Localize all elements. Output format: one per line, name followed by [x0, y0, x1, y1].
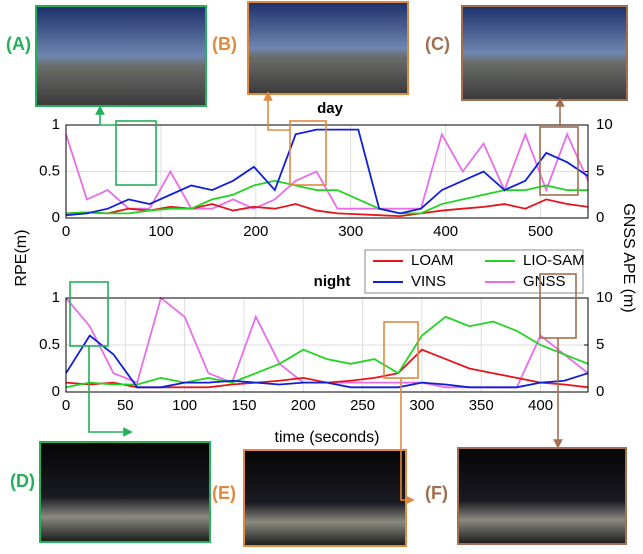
x-tick-label: 0 — [62, 223, 70, 240]
legend-label: LOAM — [411, 252, 454, 269]
y-tick-label: 0 — [52, 383, 60, 400]
x-tick-label: 100 — [148, 223, 173, 240]
x-tick-label: 100 — [172, 397, 197, 414]
y2-tick-label: 5 — [596, 336, 604, 353]
panel-label: (E) — [212, 483, 236, 503]
x-tick-label: 0 — [62, 397, 70, 414]
plot-frame — [65, 124, 589, 219]
y2-tick-label: 10 — [596, 289, 613, 306]
panel-label: (D) — [10, 471, 35, 491]
photo — [457, 447, 627, 545]
photos — [35, 1, 628, 547]
x-tick-label: 300 — [409, 397, 434, 414]
series-line — [65, 334, 589, 389]
panel-label: (C) — [425, 34, 450, 54]
y-tick-label: 0.5 — [39, 336, 60, 353]
y-axis-label: RPE(m) — [13, 230, 30, 287]
x-tick-label: 400 — [433, 223, 458, 240]
x-tick-label: 300 — [338, 223, 363, 240]
photo — [39, 441, 211, 543]
y-tick-label: 1 — [52, 116, 60, 133]
panel-label: (F) — [425, 483, 448, 503]
x-tick-label: 400 — [528, 397, 553, 414]
legend — [364, 249, 584, 294]
callouts — [69, 91, 579, 505]
y2-tick-label: 5 — [596, 162, 604, 179]
legend-label: LIO-SAM — [523, 252, 585, 269]
photo — [461, 5, 628, 101]
x-tick-label: 500 — [528, 223, 553, 240]
photo — [247, 1, 409, 95]
x-tick-label: 150 — [231, 397, 256, 414]
panel-label: (B) — [212, 34, 237, 54]
panel-label: (A) — [6, 34, 31, 54]
x-tick-label: 200 — [243, 223, 268, 240]
x-tick-label: 350 — [469, 397, 494, 414]
y2-tick-label: 0 — [596, 383, 604, 400]
y2-tick-label: 0 — [596, 209, 604, 226]
chart-title: night — [314, 273, 351, 290]
legend-label: VINS — [411, 273, 446, 290]
y2-axis-label: GNSS APE (m) — [620, 203, 637, 312]
x-axis-label: time (seconds) — [275, 429, 380, 446]
series-line — [65, 315, 589, 389]
y-tick-label: 0.5 — [39, 162, 60, 179]
photo — [35, 5, 207, 107]
y2-tick-label: 10 — [596, 116, 613, 133]
y-tick-label: 0 — [52, 209, 60, 226]
legend-label: GNSS — [523, 273, 566, 290]
x-tick-label: 250 — [350, 397, 375, 414]
y-tick-label: 1 — [52, 289, 60, 306]
chart-title: day — [317, 100, 344, 117]
series-line — [65, 128, 589, 217]
x-tick-label: 200 — [291, 397, 316, 414]
series-line — [65, 179, 588, 215]
x-tick-label: 50 — [117, 397, 134, 414]
plot-frame — [65, 297, 589, 393]
photo — [243, 449, 407, 547]
